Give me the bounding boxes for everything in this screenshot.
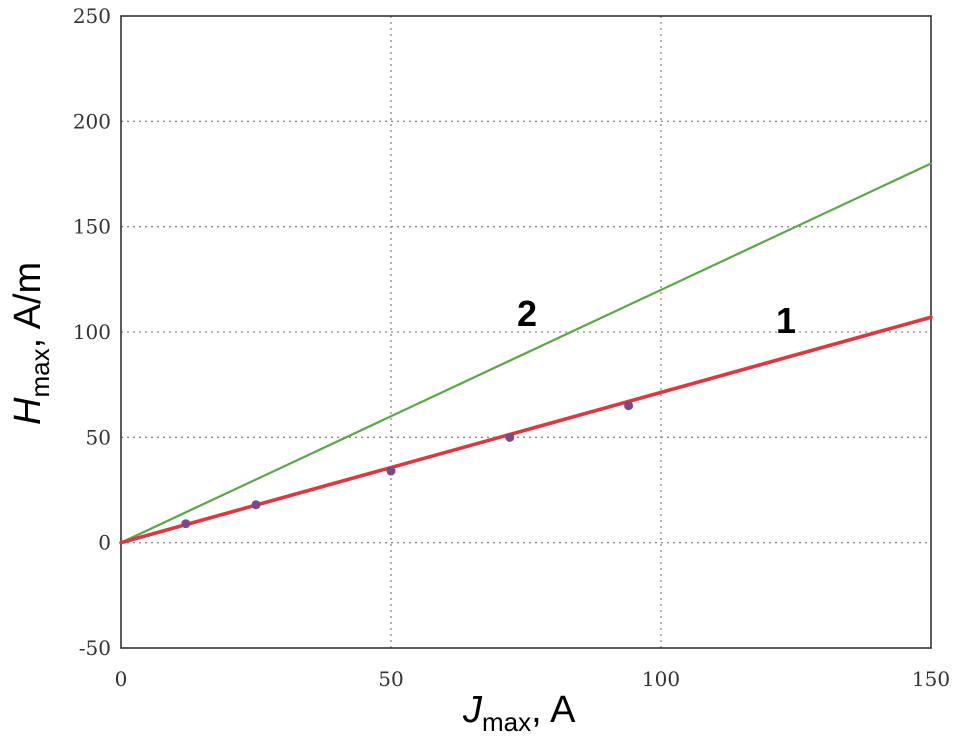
x-tick-label: 150 [912, 667, 950, 691]
y-axis-unit: , A/m [7, 262, 49, 349]
y-axis-title: Hmax, A/m [7, 262, 55, 425]
series-layer [119, 162, 933, 545]
y-tick-label: 250 [73, 4, 111, 28]
x-axis-symbol: J [462, 689, 483, 731]
y-axis-subscript: max [25, 348, 55, 397]
y-tick-label: 50 [86, 425, 111, 449]
series-2-line [119, 162, 933, 544]
series-1-marker [386, 466, 396, 476]
y-axis-symbol: H [7, 397, 49, 425]
y-tick-label: 150 [73, 215, 111, 239]
y-tick-label: 100 [73, 320, 111, 344]
series-1-marker [505, 432, 515, 442]
series-2-label: 2 [517, 293, 537, 334]
series-1-line [119, 315, 933, 545]
x-axis-subscript: max [482, 707, 531, 737]
x-axis-title: Jmax, A [462, 689, 576, 737]
series-1-marker [181, 519, 191, 529]
series-1-marker [624, 401, 634, 411]
y-tick-label: 0 [98, 531, 111, 555]
series-1-marker [251, 500, 261, 510]
x-tick-label: 50 [378, 667, 403, 691]
plot-frame [120, 15, 932, 649]
y-tick-label: -50 [79, 636, 111, 660]
x-axis-unit: , A [531, 689, 576, 731]
x-tick-label: 0 [115, 667, 128, 691]
y-tick-label: 200 [73, 109, 111, 133]
x-tick-label: 100 [642, 667, 680, 691]
series-1-label: 1 [776, 300, 796, 341]
